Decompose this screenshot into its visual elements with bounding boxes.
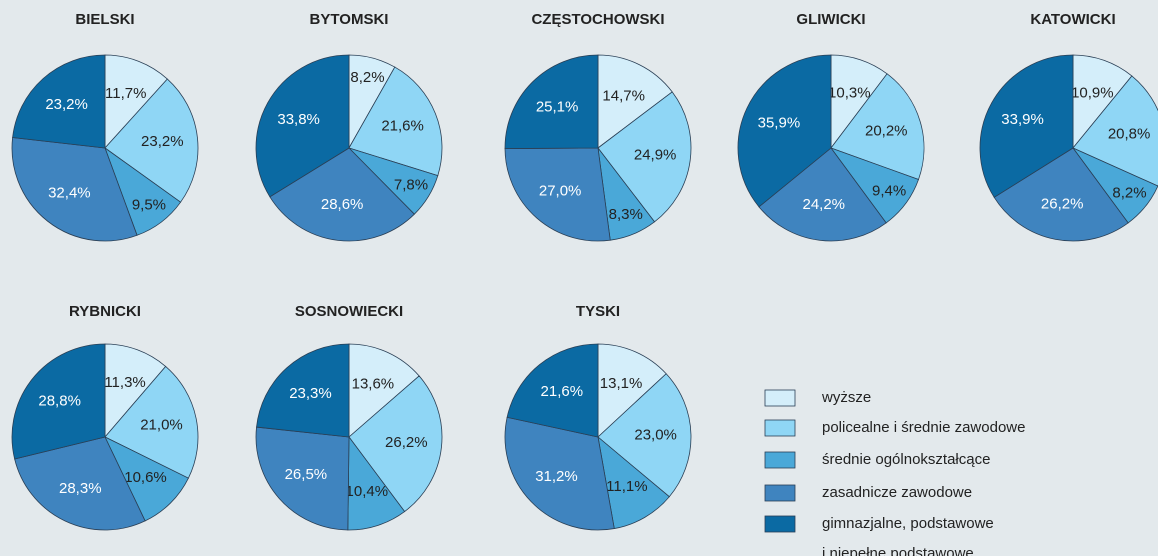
pie-slice xyxy=(12,54,106,149)
pie-slice xyxy=(504,147,611,242)
slice-label: 11,3% xyxy=(104,374,145,391)
slice-label: 21,0% xyxy=(140,416,183,433)
slice-label: 13,1% xyxy=(600,375,643,392)
pie-slice xyxy=(597,435,670,530)
pie-slice xyxy=(348,66,443,177)
pie-title: GLIWICKI xyxy=(796,11,865,28)
slice-label: 25,1% xyxy=(536,98,579,115)
slice-label: 8,2% xyxy=(1112,185,1146,202)
pie-slice xyxy=(256,343,350,438)
pie-slice xyxy=(979,54,1074,198)
slice-label: 26,2% xyxy=(385,434,428,451)
pie-slice xyxy=(758,147,887,242)
legend-label: policealne i średnie zawodowe xyxy=(822,419,1026,436)
slice-label: 11,7% xyxy=(105,85,146,102)
pie-slice xyxy=(269,147,415,242)
slice-label: 21,6% xyxy=(541,383,584,400)
slice-label: 20,8% xyxy=(1108,126,1151,143)
slice-label: 28,6% xyxy=(321,196,364,213)
slice-label: 23,2% xyxy=(141,133,184,150)
pie-title: SOSNOWIECKI xyxy=(295,303,403,320)
legend-label: średnie ogólnokształcące xyxy=(822,451,991,468)
slice-label: 35,9% xyxy=(758,114,801,131)
pie-slice xyxy=(11,343,106,460)
slice-label: 10,4% xyxy=(346,483,389,500)
pie-title: BYTOMSKI xyxy=(310,11,389,28)
slice-label: 23,2% xyxy=(45,96,88,113)
pie-title: TYSKI xyxy=(576,303,620,320)
slice-label: 23,0% xyxy=(634,427,677,444)
slice-label: 33,9% xyxy=(1001,111,1044,128)
pie-slice xyxy=(348,375,443,513)
pie-slice xyxy=(506,343,599,438)
pie-slice xyxy=(255,426,350,531)
slice-label: 24,2% xyxy=(802,196,845,213)
pie-slice xyxy=(104,54,168,150)
slice-label: 13,6% xyxy=(352,375,395,392)
pie-slice xyxy=(504,54,599,149)
pie-slice xyxy=(104,343,167,439)
legend-label: wyższe xyxy=(822,389,872,406)
slice-label: 26,2% xyxy=(1041,196,1084,213)
pie-slice xyxy=(348,343,420,438)
pie-slice xyxy=(993,147,1129,242)
slice-label: 9,5% xyxy=(132,197,166,214)
slice-label: 28,8% xyxy=(38,392,81,409)
slice-label: 23,3% xyxy=(289,385,332,402)
legend-swatch xyxy=(764,419,796,437)
pie-slice xyxy=(104,365,199,479)
pie-slice xyxy=(104,78,199,203)
legend-label: gimnazjalne, podstawowe i niepełne podst… xyxy=(822,515,994,556)
slice-label: 10,6% xyxy=(124,469,167,486)
slice-label: 33,8% xyxy=(277,111,320,128)
legend-swatch xyxy=(764,451,796,469)
slice-label: 9,4% xyxy=(872,182,906,199)
slice-label: 20,2% xyxy=(865,123,908,140)
slice-label: 7,8% xyxy=(394,177,428,194)
pie-slice xyxy=(255,54,350,198)
slice-label: 11,1% xyxy=(606,478,647,495)
pie-slice xyxy=(11,137,138,242)
slice-label: 10,3% xyxy=(828,84,871,101)
pie-slice xyxy=(14,436,146,531)
legend-label: zasadnicze zawodowe xyxy=(822,484,973,501)
pie-title: RYBNICKI xyxy=(69,303,141,320)
slice-label: 32,4% xyxy=(48,184,91,201)
pie-title: KATOWICKI xyxy=(1030,11,1115,28)
slice-label: 31,2% xyxy=(535,468,578,485)
legend-swatch xyxy=(764,484,796,502)
pie-slice xyxy=(597,373,692,498)
slice-label: 8,2% xyxy=(350,69,384,86)
slice-label: 28,3% xyxy=(59,480,102,497)
slice-label: 27,0% xyxy=(539,182,582,199)
pie-slice xyxy=(1072,75,1158,187)
slice-label: 21,6% xyxy=(381,118,424,135)
slice-label: 24,9% xyxy=(634,147,677,164)
pie-title: CZĘSTOCHOWSKI xyxy=(531,11,664,28)
slice-label: 14,7% xyxy=(602,87,645,104)
pie-title: BIELSKI xyxy=(75,11,134,28)
slice-label: 8,3% xyxy=(609,206,643,223)
legend-swatch xyxy=(764,389,796,407)
pie-slice xyxy=(597,343,667,438)
pie-slice xyxy=(597,54,673,149)
slice-label: 10,9% xyxy=(1071,85,1114,102)
pie-slice xyxy=(504,416,615,531)
legend-swatch xyxy=(764,515,796,533)
pie-slice xyxy=(597,91,692,223)
pie-slice xyxy=(737,54,832,208)
slice-label: 26,5% xyxy=(285,466,328,483)
pie-slice xyxy=(830,73,925,181)
